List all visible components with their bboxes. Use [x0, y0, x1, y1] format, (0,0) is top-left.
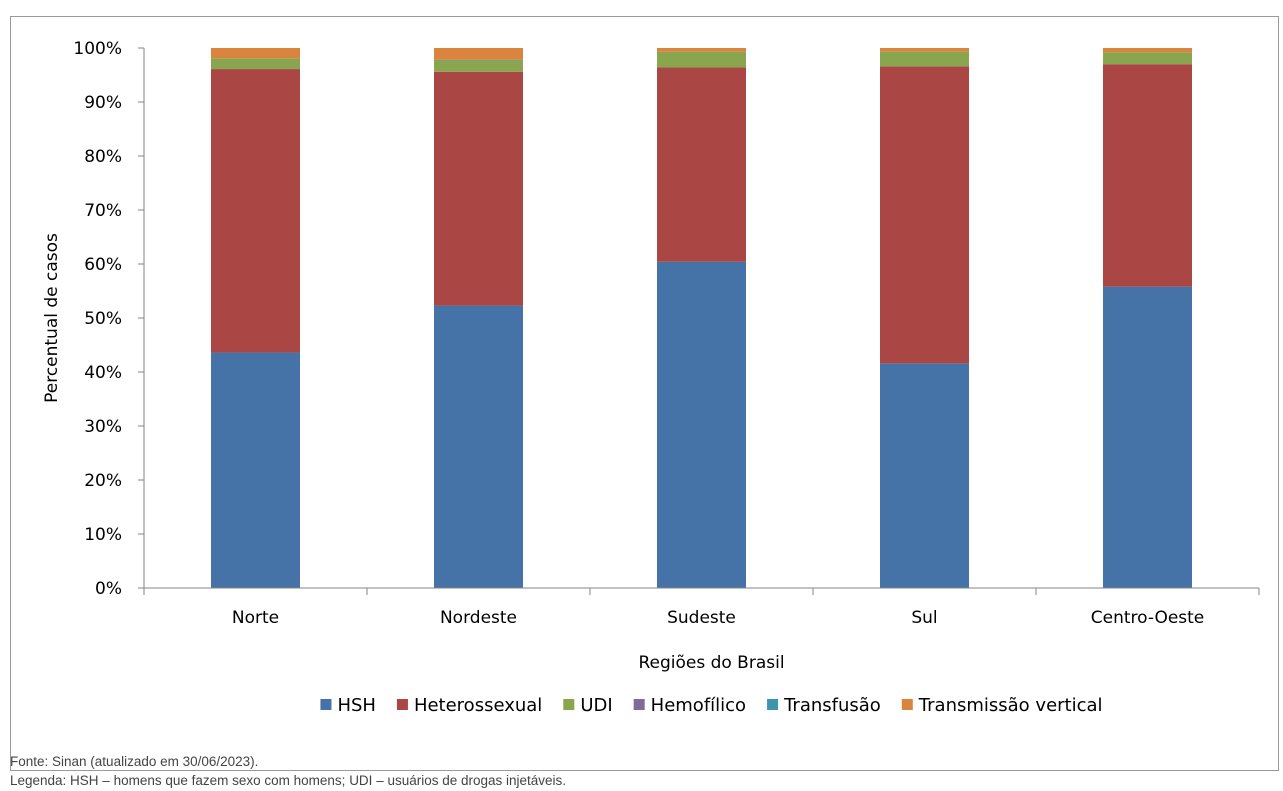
bar-segment	[211, 48, 300, 59]
legend-item: Heterossexual	[396, 695, 542, 716]
x-tick-label: Sudeste	[667, 608, 736, 628]
y-tick-label: 60%	[84, 255, 122, 275]
legend-swatch	[633, 699, 645, 710]
bar-segment	[211, 69, 300, 353]
legend-swatch	[901, 699, 913, 710]
y-tick-label: 40%	[84, 363, 122, 383]
y-axis-title: Percentual de casos	[42, 233, 62, 403]
bar-segment	[211, 58, 300, 70]
legend-swatch	[767, 699, 779, 710]
source-note: Fonte: Sinan (atualizado em 30/06/2023).	[10, 754, 259, 769]
legend-label: Transfusão	[783, 695, 881, 716]
bar-segment	[880, 48, 969, 52]
bar-segment	[1103, 64, 1192, 287]
bar-segment	[657, 48, 746, 52]
y-tick-label: 20%	[84, 471, 122, 491]
legend: HSH Heterossexual UDI Hemofílico Transfusão T…	[320, 695, 1103, 716]
x-tick-label: Nordeste	[440, 608, 517, 628]
y-tick-label: 30%	[84, 417, 122, 437]
legend-label: UDI	[580, 695, 612, 716]
bar-segment	[657, 67, 746, 262]
y-tick-label: 10%	[84, 525, 122, 545]
legend-swatch	[563, 699, 575, 710]
bar-segment	[434, 71, 523, 306]
legend-note: Legenda: HSH – homens que fazem sexo com…	[10, 773, 567, 788]
bar-segment	[434, 59, 523, 61]
legend-item: HSH	[320, 695, 376, 716]
x-axis-title: Regiões do Brasil	[638, 653, 784, 673]
legend-item: UDI	[563, 695, 613, 716]
bar-segment	[657, 261, 746, 588]
legend-item: Transfusão	[767, 695, 881, 716]
y-tick-label: 80%	[84, 147, 122, 167]
y-axis-ticks: 0% 10% 20% 30% 40% 50% 60% 70% 80% 90% 100%	[73, 39, 144, 599]
x-tick-label: Centro-Oeste	[1091, 608, 1205, 628]
bar-segment	[880, 66, 969, 364]
bar-segment	[1103, 48, 1192, 53]
bar-segment	[1103, 286, 1192, 588]
legend-label: HSH	[337, 695, 376, 716]
axes	[143, 48, 1260, 595]
x-tick-label: Norte	[232, 608, 279, 628]
bar-segment	[1103, 52, 1192, 65]
y-tick-label: 70%	[84, 201, 122, 221]
y-tick-label: 50%	[84, 309, 122, 329]
legend-swatch	[396, 699, 408, 710]
bar-segment	[880, 363, 969, 588]
legend-item: Hemofílico	[633, 695, 746, 716]
bars	[211, 48, 1192, 588]
x-tick-label: Sul	[911, 608, 937, 628]
bar-segment	[434, 305, 523, 588]
bar-segment	[434, 60, 523, 72]
bar-segment	[880, 51, 969, 67]
y-tick-label: 100%	[73, 39, 122, 59]
legend-label: Heterossexual	[414, 695, 542, 716]
y-tick-label: 90%	[84, 93, 122, 113]
bar-segment	[657, 51, 746, 68]
legend-swatch	[320, 699, 332, 710]
y-tick-label: 0%	[95, 579, 122, 599]
legend-label: Hemofílico	[651, 695, 746, 716]
x-axis-labels: Norte Nordeste Sudeste Sul Centro-Oeste	[232, 608, 1204, 628]
legend-label: Transmissão vertical	[918, 695, 1103, 716]
legend-item: Transmissão vertical	[901, 695, 1103, 716]
bar-segment	[211, 352, 300, 588]
bar-segment	[434, 48, 523, 60]
